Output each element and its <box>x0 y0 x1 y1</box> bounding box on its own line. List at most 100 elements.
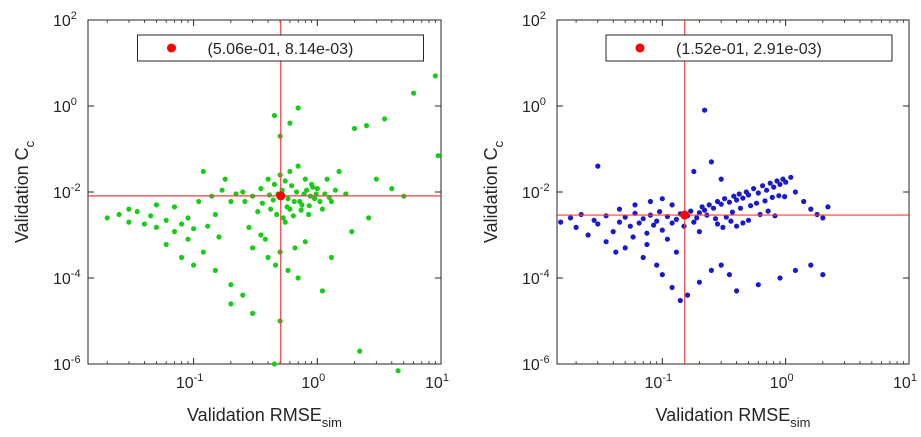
data-point <box>222 176 228 182</box>
data-point <box>718 176 724 182</box>
data-point <box>302 176 308 182</box>
data-point <box>726 199 733 205</box>
y-tick-base: 10 <box>522 357 540 374</box>
data-point <box>777 181 783 187</box>
data-point <box>336 168 342 175</box>
data-point <box>319 288 325 294</box>
data-point <box>191 262 197 268</box>
y-tick-base: 10 <box>522 271 540 288</box>
data-point <box>696 229 703 235</box>
y-axis-label-main: Validation C <box>12 147 32 243</box>
data-point <box>771 184 777 190</box>
y-tick-exponent: 2 <box>71 10 77 22</box>
y-tick-base: 10 <box>53 271 71 288</box>
data-point <box>366 215 372 221</box>
data-point <box>647 198 654 205</box>
data-point <box>691 168 697 175</box>
data-point <box>731 193 737 199</box>
data-point <box>616 206 623 212</box>
data-point <box>632 202 638 208</box>
data-point <box>285 196 291 202</box>
data-point <box>777 275 783 281</box>
y-tick-exponent: -6 <box>71 354 81 366</box>
data-point <box>745 217 752 223</box>
data-point <box>270 197 276 203</box>
data-point <box>255 209 261 215</box>
data-point <box>411 90 417 96</box>
y-tick-label: 10-4 <box>53 268 81 288</box>
data-point <box>748 203 754 209</box>
data-point <box>304 187 310 193</box>
data-point <box>729 209 736 215</box>
data-point <box>185 236 191 242</box>
data-point <box>702 107 708 113</box>
data-point <box>772 213 778 219</box>
data-point <box>659 227 665 233</box>
y-tick-label: 10-4 <box>522 268 550 288</box>
data-point <box>573 224 579 230</box>
data-point <box>613 249 619 255</box>
x-tick-base: 10 <box>301 375 319 392</box>
data-point <box>710 205 717 211</box>
data-point <box>677 297 683 304</box>
x-tick-base: 10 <box>770 375 788 392</box>
data-point <box>669 202 675 208</box>
data-point <box>295 275 301 281</box>
data-point <box>141 221 147 227</box>
data-point <box>302 239 308 245</box>
data-point <box>734 223 740 229</box>
data-point <box>228 301 234 307</box>
data-point <box>116 211 122 218</box>
data-point <box>228 282 234 288</box>
data-point <box>769 194 775 200</box>
data-point <box>382 116 388 122</box>
data-point <box>788 174 794 180</box>
data-point <box>265 254 271 261</box>
data-point <box>651 222 657 228</box>
legend-box <box>137 34 424 62</box>
data-point <box>171 229 178 235</box>
data-point <box>282 219 288 225</box>
data-point <box>266 192 272 198</box>
data-point <box>287 120 293 126</box>
data-point <box>271 181 277 187</box>
data-point <box>240 189 246 195</box>
data-point <box>688 208 694 214</box>
median-marker <box>276 191 286 201</box>
data-point <box>432 73 438 79</box>
data-point <box>712 216 719 222</box>
data-point <box>726 272 733 278</box>
data-point <box>706 202 712 208</box>
data-point <box>271 112 277 119</box>
data-point <box>659 196 665 202</box>
data-point <box>767 180 773 186</box>
data-point <box>718 262 724 268</box>
data-point <box>357 348 363 354</box>
data-point <box>274 211 280 218</box>
y-tick-base: 10 <box>53 185 71 202</box>
data-point <box>808 206 814 212</box>
data-point <box>753 200 760 206</box>
data-point <box>585 232 591 238</box>
data-point <box>163 241 169 248</box>
x-tick-base: 10 <box>645 375 663 392</box>
data-point <box>306 211 312 218</box>
y-tick-base: 10 <box>53 13 71 30</box>
data-point <box>558 219 564 225</box>
data-point <box>820 272 826 278</box>
data-point <box>659 272 665 278</box>
data-point <box>258 232 264 238</box>
y-tick-exponent: 0 <box>71 96 77 108</box>
data-point <box>696 279 703 285</box>
data-point <box>644 241 650 248</box>
y-axis-label-main: Validation C <box>481 147 501 243</box>
data-point <box>185 215 191 221</box>
data-point <box>657 209 663 215</box>
data-point <box>591 217 597 223</box>
y-tick-label: 10-2 <box>522 182 550 202</box>
data-point <box>728 218 734 224</box>
data-point <box>702 207 708 213</box>
data-points <box>558 107 831 304</box>
y-tick-base: 10 <box>53 99 71 116</box>
